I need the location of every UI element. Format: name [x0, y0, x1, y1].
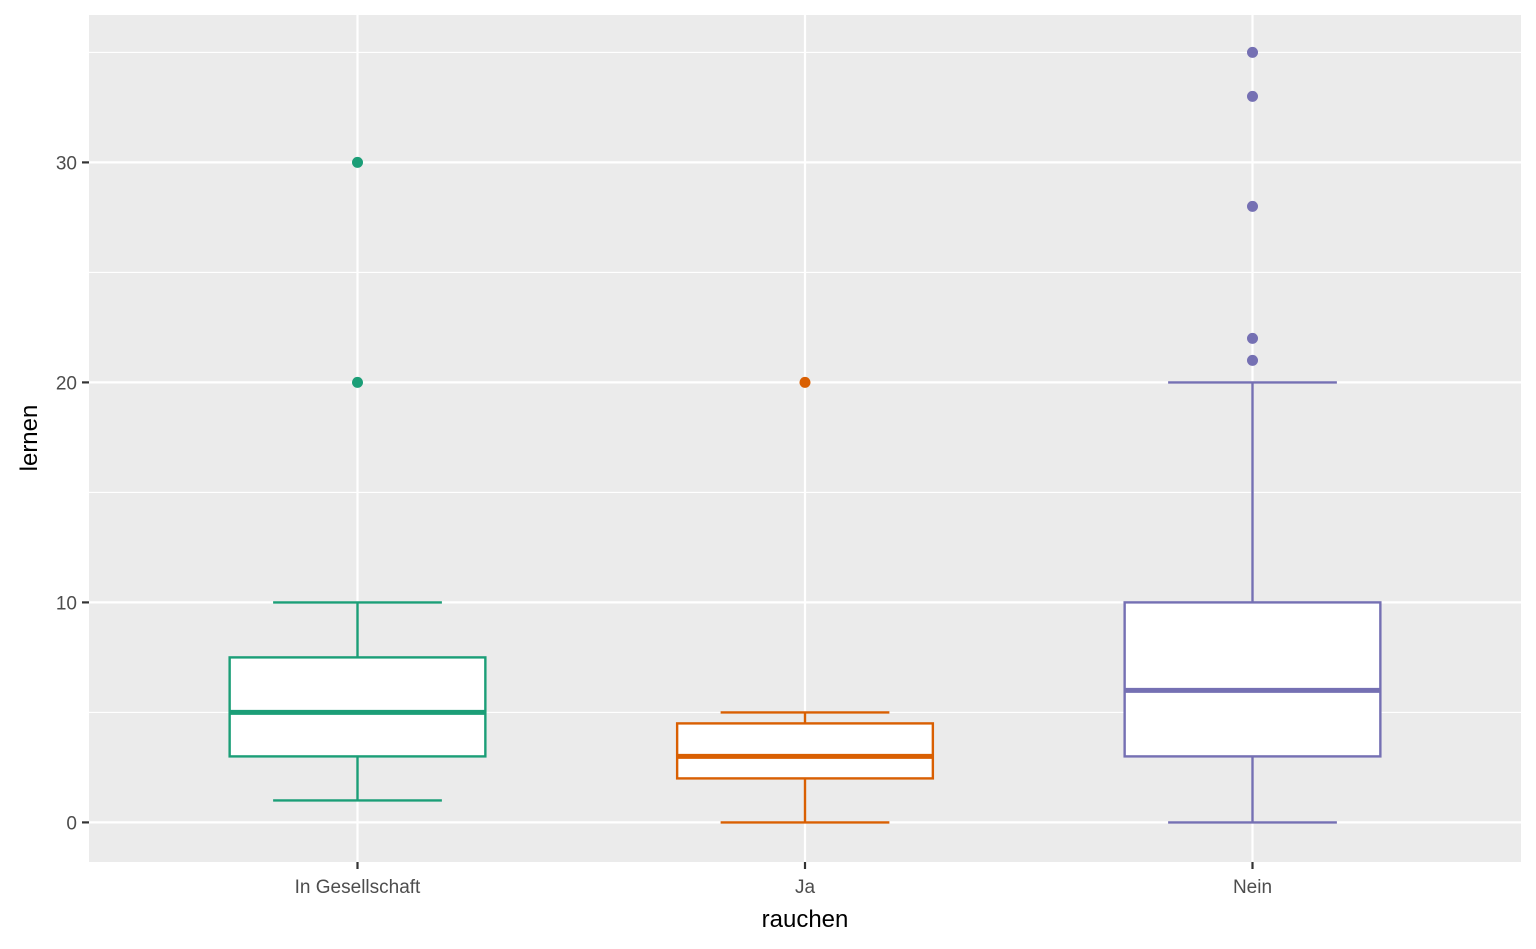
y-tick-label: 20: [56, 373, 77, 394]
y-tick-label: 30: [56, 153, 77, 174]
y-axis-title: lernen: [16, 405, 43, 472]
y-tick-label: 10: [56, 593, 77, 614]
x-tick-label: Ja: [795, 877, 816, 898]
box-iqr: [1123, 601, 1382, 758]
box-iqr: [228, 656, 487, 758]
outlier-point: [352, 376, 363, 388]
x-axis-title: rauchen: [762, 906, 849, 933]
axes: 0 10 20 30 In Gesellschaft Ja Nein: [56, 153, 1272, 898]
outlier-point: [799, 376, 811, 388]
outlier-point: [1247, 332, 1258, 344]
y-tick-label: 0: [66, 813, 77, 834]
x-tick-label: Nein: [1233, 877, 1272, 898]
outlier-point: [1247, 200, 1258, 212]
box-iqr: [675, 722, 935, 780]
box-group: [675, 376, 935, 824]
outlier-point: [1247, 354, 1258, 366]
x-tick-label: In Gesellschaft: [295, 877, 421, 898]
boxes: [228, 46, 1382, 824]
outlier-point: [352, 156, 363, 168]
outlier-point: [1247, 46, 1258, 58]
box-group: [1123, 46, 1382, 824]
outlier-point: [1247, 90, 1258, 102]
box-group: [228, 156, 487, 802]
